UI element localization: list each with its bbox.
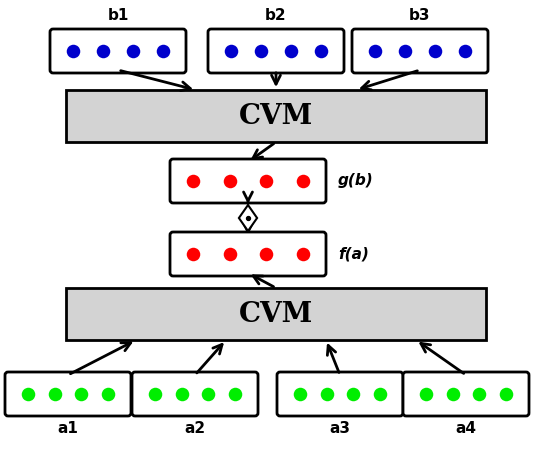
Point xyxy=(262,177,270,185)
FancyBboxPatch shape xyxy=(66,288,486,340)
Polygon shape xyxy=(239,205,257,231)
Point xyxy=(226,47,235,55)
Point xyxy=(99,47,108,55)
Point xyxy=(257,47,266,55)
FancyBboxPatch shape xyxy=(5,372,131,416)
Point xyxy=(299,250,307,258)
Point xyxy=(77,390,86,397)
Point xyxy=(431,47,439,55)
Point xyxy=(158,47,167,55)
Text: CVM: CVM xyxy=(239,103,313,130)
FancyBboxPatch shape xyxy=(352,29,488,73)
Point xyxy=(322,390,331,397)
Point xyxy=(317,47,326,55)
Point xyxy=(231,390,240,397)
Text: f(a): f(a) xyxy=(338,247,369,261)
Point xyxy=(50,390,59,397)
Point xyxy=(422,390,431,397)
Point xyxy=(225,177,234,185)
FancyBboxPatch shape xyxy=(132,372,258,416)
Text: a1: a1 xyxy=(57,421,78,436)
Point xyxy=(401,47,410,55)
Point xyxy=(189,250,198,258)
Text: b1: b1 xyxy=(107,8,129,23)
Point xyxy=(502,390,511,397)
Point xyxy=(448,390,457,397)
Point xyxy=(104,390,113,397)
Point xyxy=(204,390,213,397)
Point xyxy=(129,47,137,55)
Point xyxy=(151,390,160,397)
Point xyxy=(243,214,252,222)
Point xyxy=(299,177,307,185)
FancyBboxPatch shape xyxy=(170,232,326,276)
Point xyxy=(370,47,379,55)
Point xyxy=(68,47,77,55)
Point xyxy=(295,390,304,397)
FancyBboxPatch shape xyxy=(208,29,344,73)
Point xyxy=(24,390,33,397)
Point xyxy=(262,250,270,258)
Text: b2: b2 xyxy=(265,8,287,23)
Point xyxy=(460,47,469,55)
Point xyxy=(189,177,198,185)
Point xyxy=(225,250,234,258)
Text: g(b): g(b) xyxy=(338,173,374,189)
Text: a2: a2 xyxy=(184,421,205,436)
Text: CVM: CVM xyxy=(239,301,313,328)
Text: b3: b3 xyxy=(409,8,431,23)
FancyBboxPatch shape xyxy=(50,29,186,73)
Point xyxy=(177,390,186,397)
FancyBboxPatch shape xyxy=(170,159,326,203)
Point xyxy=(375,390,384,397)
FancyBboxPatch shape xyxy=(66,90,486,142)
FancyBboxPatch shape xyxy=(403,372,529,416)
Point xyxy=(475,390,484,397)
Point xyxy=(286,47,295,55)
FancyBboxPatch shape xyxy=(277,372,403,416)
Text: a3: a3 xyxy=(330,421,351,436)
Text: a4: a4 xyxy=(455,421,476,436)
Point xyxy=(349,390,358,397)
